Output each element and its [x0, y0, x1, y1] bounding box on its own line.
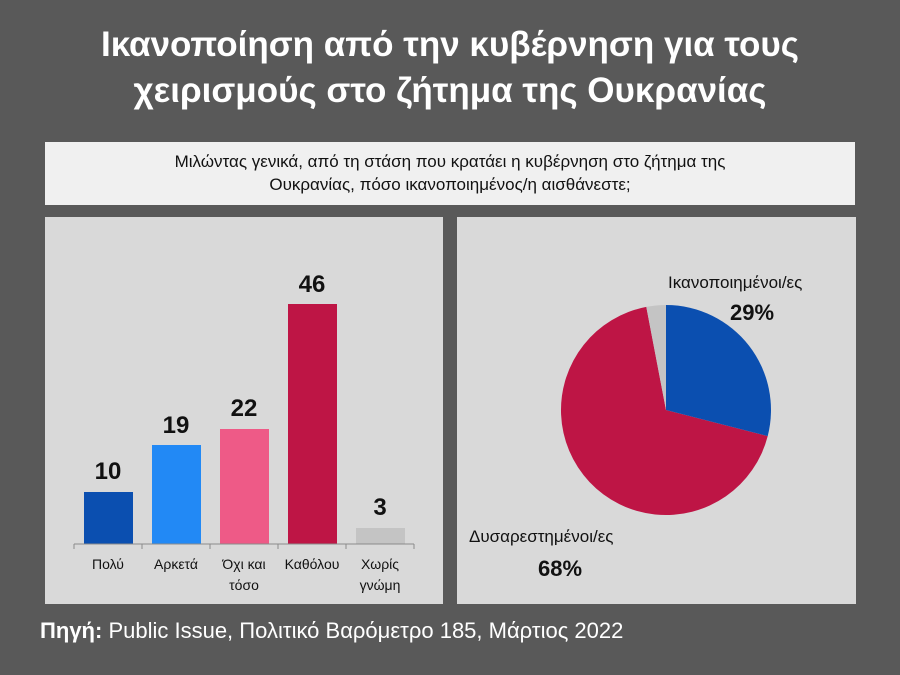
value-label-arketa: 19 [163, 412, 190, 439]
bar-polu [84, 492, 133, 544]
pie-value-dissatisfied: 68% [538, 556, 582, 581]
pie-value-satisfied: 29% [730, 300, 774, 325]
bar-oxi-kai-toso [220, 429, 269, 544]
category-label-oxi-kai: Όχι και [221, 556, 265, 572]
category-label-katholou: Καθόλου [285, 556, 340, 572]
bar-chart-panel: 10 19 22 46 3 Πολύ Αρκετά Όχι και τόσο Κ… [45, 217, 443, 604]
category-label-gnwmi: γνώμη [360, 577, 401, 593]
category-label-polu: Πολύ [92, 556, 124, 572]
bar-chart: 10 19 22 46 3 Πολύ Αρκετά Όχι και τόσο Κ… [73, 271, 415, 593]
bar-xwris-gnwmi [356, 528, 405, 544]
category-label-arketa: Αρκετά [154, 556, 198, 572]
pie-slice-dissatisfied [560, 306, 768, 516]
question-box: Μιλώντας γενικά, από τη στάση που κρατάε… [45, 142, 855, 205]
pie-label-dissatisfied: Δυσαρεστημένοι/ες [469, 527, 613, 546]
bar-katholou [288, 304, 337, 544]
question-line-1: Μιλώντας γενικά, από τη στάση που κρατάε… [174, 152, 726, 171]
value-label-oxi-kai-toso: 22 [231, 395, 258, 422]
source-text: Public Issue, Πολιτικό Βαρόμετρο 185, Μά… [102, 618, 624, 643]
pie-label-satisfied: Ικανοποιημένοι/ες [668, 273, 802, 292]
value-label-katholou: 46 [299, 271, 326, 298]
title-line-1: Ικανοποίηση από την κυβέρνηση για τους [100, 25, 800, 64]
bar-arketa [152, 445, 201, 544]
category-label-toso: τόσο [229, 577, 259, 593]
pie-chart-panel: Ικανοποιημένοι/ες 29% Δυσαρεστημένοι/ες … [457, 217, 856, 604]
source-label: Πηγή: [40, 618, 103, 643]
chart-title: Ικανοποίηση από την κυβέρνηση για τους χ… [0, 22, 900, 114]
question-line-2: Ουκρανίας, πόσο ικανοποιημένος/η αισθάνε… [269, 175, 631, 194]
category-label-xwris: Χωρίς [361, 556, 399, 572]
pie-slice-no-opinion [646, 305, 666, 410]
pie-chart: Ικανοποιημένοι/ες 29% Δυσαρεστημένοι/ες … [469, 273, 802, 581]
source-note: Πηγή: Public Issue, Πολιτικό Βαρόμετρο 1… [40, 618, 623, 644]
value-label-polu: 10 [95, 458, 122, 485]
axis-ticks [73, 544, 415, 549]
title-line-2: χειρισμούς στο ζήτημα της Ουκρανίας [133, 71, 767, 110]
value-label-xwris-gnwmi: 3 [373, 494, 386, 521]
pie-slice-satisfied [666, 305, 771, 437]
